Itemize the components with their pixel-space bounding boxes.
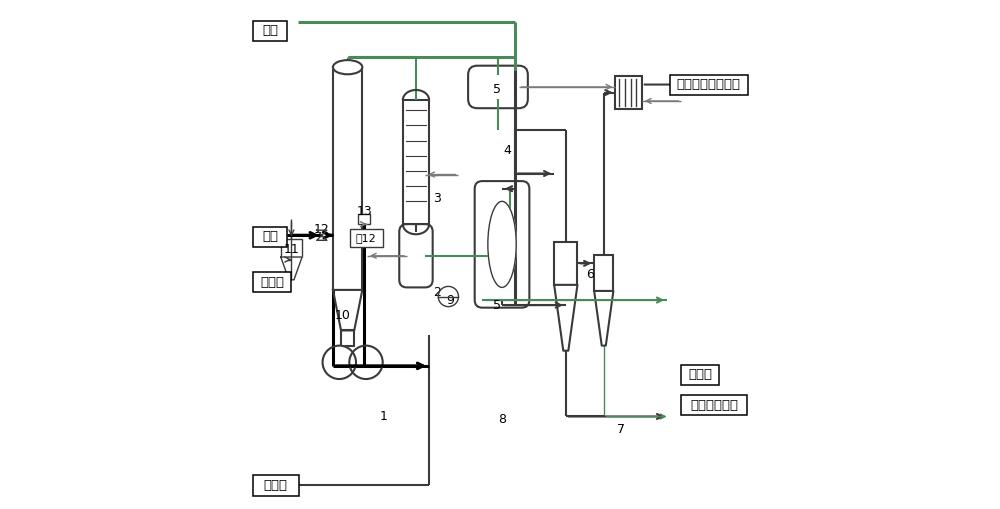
Text: 10: 10 — [335, 309, 351, 322]
Bar — [350, 229, 383, 247]
Text: 8: 8 — [499, 412, 507, 426]
Bar — [403, 100, 429, 224]
Bar — [670, 75, 748, 95]
Text: 驰放气: 驰放气 — [264, 479, 288, 492]
Text: 粉煤灰: 粉煤灰 — [260, 276, 284, 289]
Text: 脱盐水: 脱盐水 — [688, 369, 712, 381]
Text: 送至粉煤灰收集器: 送至粉煤灰收集器 — [677, 78, 741, 92]
Text: 6: 6 — [586, 268, 594, 281]
Bar — [281, 239, 302, 257]
Text: 4: 4 — [504, 144, 512, 157]
Bar — [253, 272, 291, 293]
Text: 11: 11 — [284, 243, 299, 256]
Text: 12: 12 — [314, 223, 330, 236]
Text: 5: 5 — [493, 83, 501, 97]
FancyBboxPatch shape — [475, 181, 529, 307]
Text: 1: 1 — [380, 410, 388, 423]
Bar — [333, 67, 362, 290]
Text: 2: 2 — [433, 286, 441, 299]
Bar — [615, 76, 642, 109]
Text: 纯氧: 纯氧 — [262, 24, 278, 37]
FancyBboxPatch shape — [399, 224, 433, 288]
Circle shape — [323, 346, 356, 379]
Text: 5: 5 — [493, 299, 501, 312]
Bar — [341, 330, 354, 346]
Circle shape — [349, 346, 383, 379]
Text: 9: 9 — [446, 294, 454, 306]
Ellipse shape — [333, 60, 362, 74]
Bar — [594, 254, 613, 291]
Bar — [253, 21, 287, 41]
FancyBboxPatch shape — [468, 66, 528, 108]
Text: 煤气: 煤气 — [262, 230, 278, 243]
Bar — [253, 475, 299, 496]
Ellipse shape — [488, 202, 516, 288]
Text: 净化后的煤气: 净化后的煤气 — [690, 399, 738, 412]
Bar — [681, 395, 747, 415]
Text: 13: 13 — [356, 205, 372, 218]
Polygon shape — [333, 290, 362, 330]
Bar — [253, 227, 287, 247]
Polygon shape — [594, 291, 613, 346]
Text: 7: 7 — [617, 422, 625, 436]
Text: 3: 3 — [433, 192, 441, 205]
Polygon shape — [554, 285, 577, 351]
Bar — [358, 214, 370, 224]
Polygon shape — [281, 257, 302, 280]
Bar — [554, 242, 577, 285]
Text: 至12: 至12 — [356, 233, 377, 243]
Bar — [681, 365, 719, 385]
Circle shape — [438, 287, 458, 306]
